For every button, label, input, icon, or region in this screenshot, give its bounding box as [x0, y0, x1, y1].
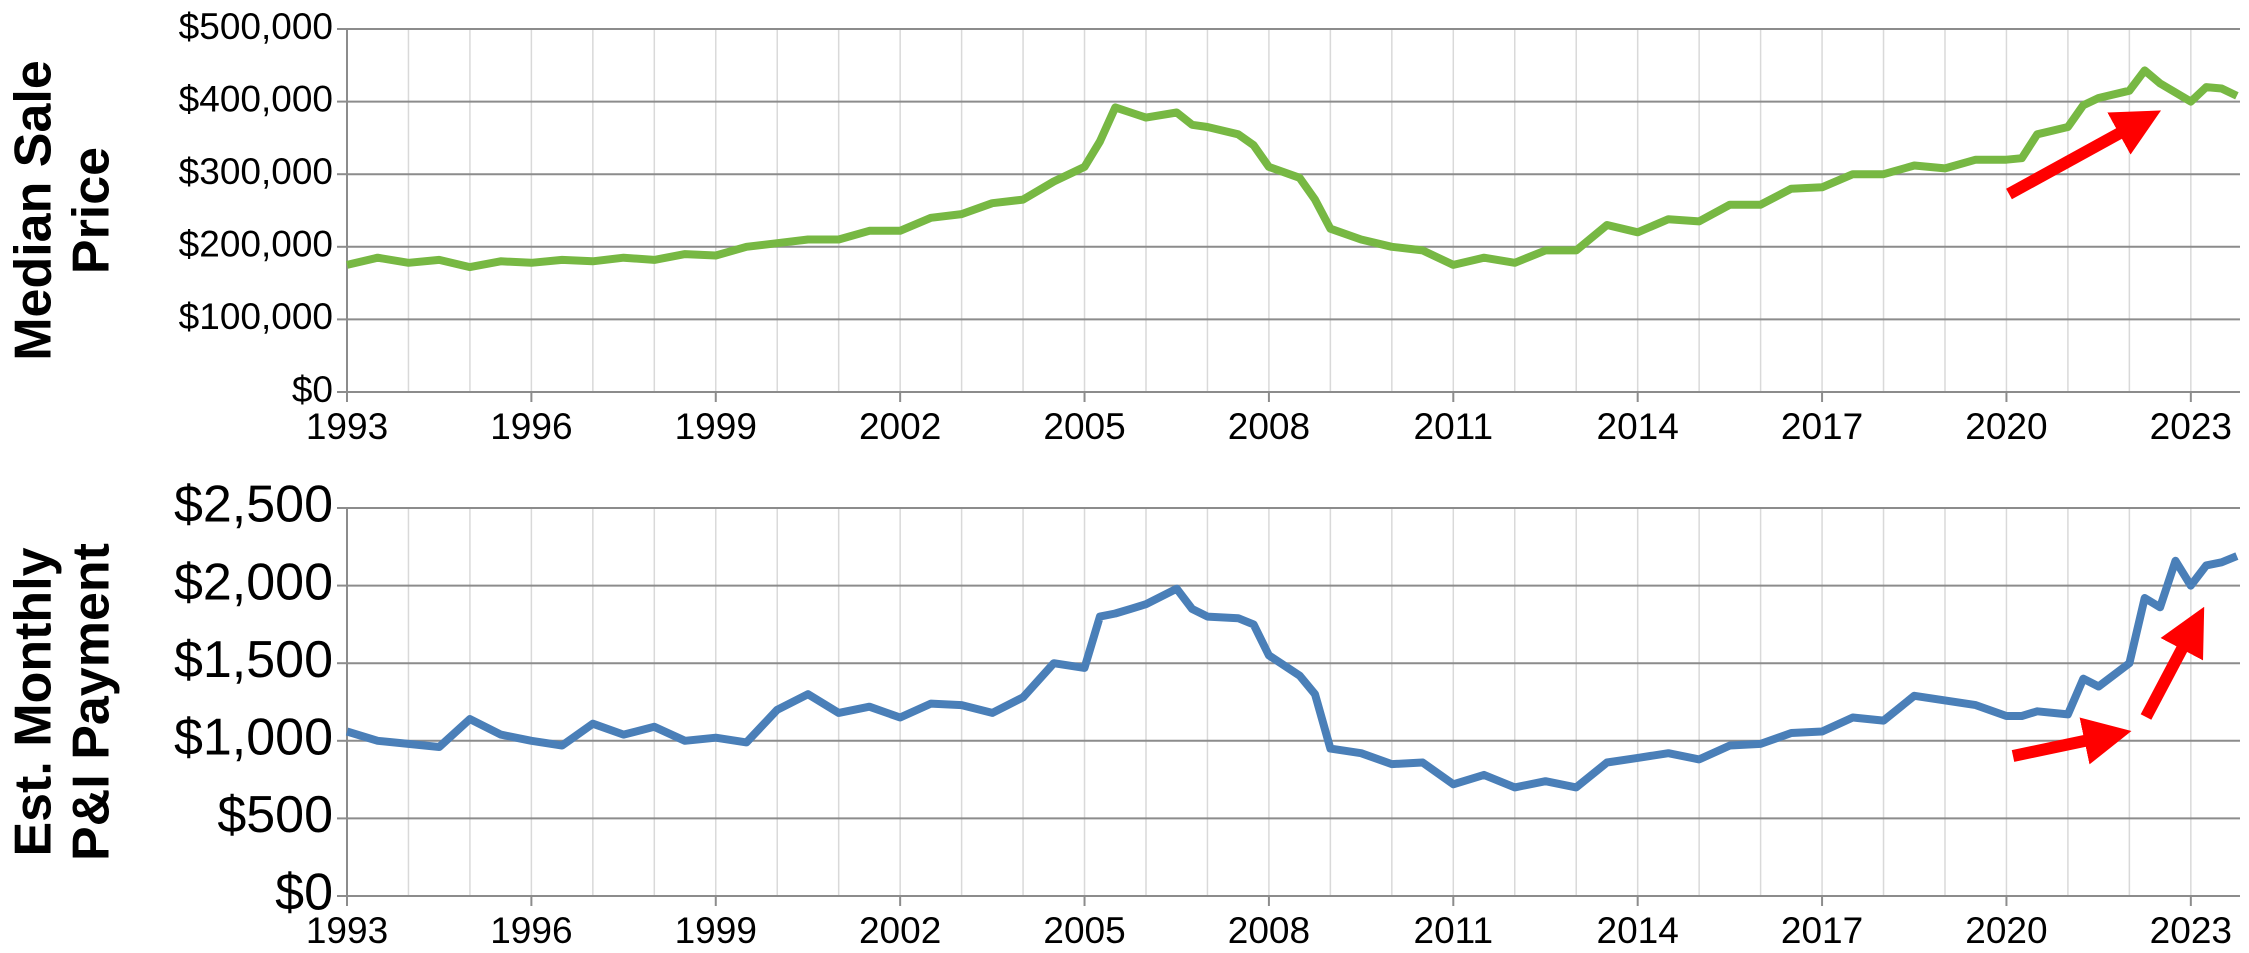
- x-tick-label: 2008: [1228, 910, 1310, 951]
- x-tick-label: 2014: [1597, 910, 1679, 951]
- plots: $0 $100,000 $200,000 $300,000 $400,000 $500,0…: [5, 6, 2240, 951]
- y-tick-label: $0: [275, 864, 333, 922]
- x-tick-label: 2002: [859, 910, 941, 951]
- y-tick-label: $1,500: [174, 631, 333, 689]
- x-tick-label: 2020: [1965, 406, 2047, 447]
- y-axis-label: Est. Monthly: [5, 547, 63, 856]
- arrow: [2140, 606, 2205, 720]
- x-tick-label: 1996: [490, 406, 572, 447]
- y-tick-label: $2,500: [174, 476, 333, 534]
- y-tick-label: $500,000: [179, 6, 333, 47]
- y-axis-label: P&I Payment: [63, 543, 121, 861]
- x-tick-label: 2011: [1414, 910, 1494, 951]
- x-tick-label: 1993: [306, 910, 388, 951]
- y-axis-label: Price: [63, 147, 121, 274]
- x-tick-label: 2023: [2150, 910, 2232, 951]
- x-tick-label: 2017: [1781, 406, 1863, 447]
- x-tick-label: 2008: [1228, 406, 1310, 447]
- y-tick-label: $0: [292, 369, 333, 410]
- x-tick-label: 1999: [675, 910, 757, 951]
- x-tick-label: 2011: [1414, 406, 1494, 447]
- x-tick-label: 2005: [1043, 406, 1125, 447]
- x-tick-label: 2014: [1597, 406, 1679, 447]
- x-tick-label: 2023: [2150, 406, 2232, 447]
- y-tick-label: $1,000: [174, 709, 333, 767]
- data-line: [345, 552, 2239, 792]
- y-tick-label: $400,000: [179, 78, 333, 119]
- x-tick-label: 1999: [675, 406, 757, 447]
- x-tick-label: 2002: [859, 406, 941, 447]
- arrow: [2011, 717, 2132, 765]
- annotations: [2006, 110, 2205, 765]
- x-tick-label: 2020: [1965, 910, 2047, 951]
- x-tick-label: 1996: [490, 910, 572, 951]
- x-tick-label: 2017: [1781, 910, 1863, 951]
- y-tick-label: $200,000: [179, 224, 333, 265]
- y-tick-label: $500: [217, 786, 333, 844]
- y-tick-label: $2,000: [174, 553, 333, 611]
- y-tick-label: $300,000: [179, 151, 333, 192]
- x-tick-label: 1993: [306, 406, 388, 447]
- arrow: [2006, 110, 2162, 200]
- x-tick-label: 2005: [1043, 910, 1125, 951]
- data-line: [346, 66, 2239, 272]
- y-tick-label: $100,000: [179, 296, 333, 337]
- y-axis-label: Median Sale: [5, 60, 63, 361]
